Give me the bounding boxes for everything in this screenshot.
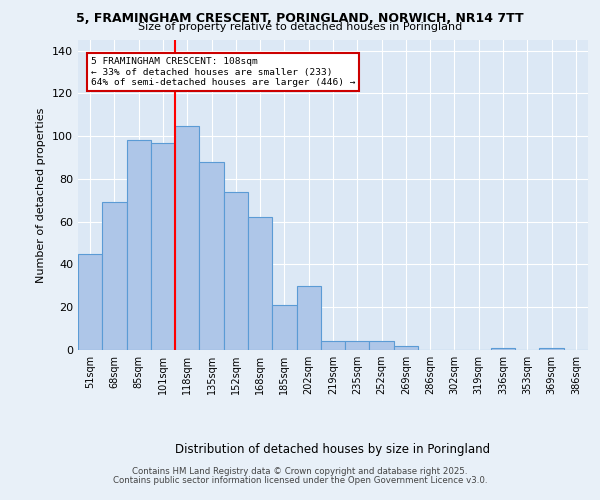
- Bar: [102, 202, 127, 350]
- Bar: [296, 286, 321, 350]
- Text: 5, FRAMINGHAM CRESCENT, PORINGLAND, NORWICH, NR14 7TT: 5, FRAMINGHAM CRESCENT, PORINGLAND, NORW…: [76, 12, 524, 26]
- Text: Distribution of detached houses by size in Poringland: Distribution of detached houses by size …: [175, 442, 491, 456]
- Bar: [199, 162, 224, 350]
- Bar: [127, 140, 151, 350]
- Bar: [248, 218, 272, 350]
- Text: Size of property relative to detached houses in Poringland: Size of property relative to detached ho…: [138, 22, 462, 32]
- Bar: [78, 254, 102, 350]
- Bar: [321, 342, 345, 350]
- Bar: [272, 305, 296, 350]
- Bar: [345, 342, 370, 350]
- Text: Contains public sector information licensed under the Open Government Licence v3: Contains public sector information licen…: [113, 476, 487, 485]
- Bar: [224, 192, 248, 350]
- Bar: [370, 342, 394, 350]
- Bar: [151, 142, 175, 350]
- Bar: [491, 348, 515, 350]
- Text: Contains HM Land Registry data © Crown copyright and database right 2025.: Contains HM Land Registry data © Crown c…: [132, 467, 468, 476]
- Bar: [539, 348, 564, 350]
- Text: 5 FRAMINGHAM CRESCENT: 108sqm
← 33% of detached houses are smaller (233)
64% of : 5 FRAMINGHAM CRESCENT: 108sqm ← 33% of d…: [91, 57, 355, 87]
- Bar: [175, 126, 199, 350]
- Bar: [394, 346, 418, 350]
- Y-axis label: Number of detached properties: Number of detached properties: [37, 108, 46, 282]
